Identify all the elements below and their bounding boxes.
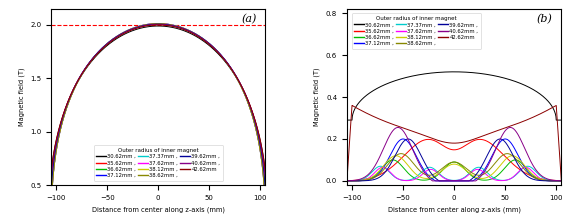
Legend: 30.62mm ,, 35.62mm ,, 36.62mm ,, 37.12mm ,, 37.37mm ,, 37.62mm ,, 38.12mm ,, 38.: 30.62mm ,, 35.62mm ,, 36.62mm ,, 37.12mm… (352, 13, 481, 49)
Legend: 30.62mm ,, 35.62mm ,, 36.62mm ,, 37.12mm ,, 37.37mm ,, 37.62mm ,, 38.12mm ,, 38.: 30.62mm ,, 35.62mm ,, 36.62mm ,, 37.12mm… (94, 145, 223, 181)
Text: (b): (b) (537, 14, 553, 25)
X-axis label: Distance from center along z-axis (mm): Distance from center along z-axis (mm) (92, 206, 225, 213)
Y-axis label: Magnetic field (T): Magnetic field (T) (314, 68, 320, 126)
X-axis label: Distance from center along z-axis (mm): Distance from center along z-axis (mm) (388, 206, 521, 213)
Y-axis label: Magnetic field (T): Magnetic field (T) (18, 68, 24, 126)
Text: (a): (a) (242, 14, 257, 25)
